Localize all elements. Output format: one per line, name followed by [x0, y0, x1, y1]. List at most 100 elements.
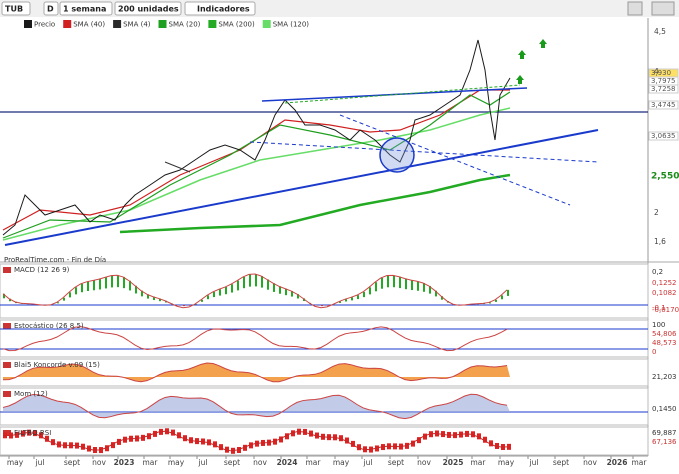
time-label: sept — [224, 458, 240, 467]
panel-label: 21,203 — [652, 373, 677, 381]
panel-icon — [3, 391, 11, 397]
histogram-bar — [411, 280, 413, 290]
price-tick: 2 — [654, 208, 659, 217]
histogram-bar — [63, 298, 65, 301]
panel-label: 0,1252 — [652, 279, 677, 287]
histogram-bar — [375, 282, 377, 291]
histogram-bar — [399, 277, 401, 288]
legend-swatch — [113, 20, 121, 28]
histogram-bar — [93, 280, 95, 290]
histogram-bar — [501, 295, 503, 299]
time-label: mar — [306, 458, 322, 467]
time-label: jul — [529, 458, 539, 467]
panel-icon — [3, 267, 11, 273]
panel-label: 67,136 — [652, 438, 677, 446]
histogram-bar — [231, 284, 233, 292]
histogram-bar — [363, 292, 365, 297]
histogram-bar — [507, 290, 509, 296]
icon[interactable] — [652, 2, 674, 15]
panel-icon — [3, 323, 11, 329]
panel-label: 0,2 — [652, 268, 663, 276]
panel-title: Estocástico (26 8 5) — [14, 322, 84, 330]
rsi-bar — [507, 444, 511, 450]
price-badge-label: 3,4745 — [651, 101, 676, 109]
histogram-bar — [243, 277, 245, 288]
histogram-bar — [321, 305, 323, 306]
histogram-bar — [111, 276, 113, 288]
time-label: may — [7, 458, 24, 467]
histogram-bar — [405, 279, 407, 290]
legend-label: SMA (20) — [169, 21, 201, 29]
histogram-bar — [219, 289, 221, 295]
price-badge-label: 3,7258 — [651, 85, 676, 93]
histogram-bar — [351, 297, 353, 300]
time-label: jul — [363, 458, 373, 467]
legend-label: Precio — [34, 21, 55, 29]
histogram-bar — [207, 295, 209, 299]
histogram-bar — [75, 287, 77, 294]
histogram-bar — [381, 278, 383, 289]
time-label: nov — [583, 458, 597, 467]
histogram-bar — [261, 276, 263, 288]
histogram-bar — [69, 292, 71, 297]
legend-swatch — [24, 20, 32, 28]
legend-label: SMA (40) — [73, 21, 105, 29]
histogram-bar — [387, 275, 389, 287]
time-label: 2023 — [114, 458, 135, 467]
toolbar-label: D — [47, 5, 54, 14]
panel-label: 0 — [652, 348, 656, 356]
price-badge-label: 3,930 — [651, 69, 671, 77]
time-label: jul — [198, 458, 208, 467]
legend-swatch — [159, 20, 167, 28]
panel-title: Blai5 Koncorde v.09 (15) — [14, 361, 100, 369]
time-label: mar — [471, 458, 487, 467]
legend-swatch — [263, 20, 271, 28]
price-tick: 1,6 — [654, 237, 666, 246]
histogram-bar — [81, 284, 83, 293]
icon[interactable] — [628, 2, 642, 15]
time-label: nov — [92, 458, 106, 467]
time-label: may — [498, 458, 515, 467]
histogram-bar — [369, 287, 371, 294]
panel-title: FILTRO RSI — [14, 429, 51, 437]
panel-label: 54,806 — [652, 330, 677, 338]
histogram-bar — [183, 305, 185, 306]
time-label: 2024 — [277, 458, 298, 467]
time-label: sept — [388, 458, 404, 467]
histogram-bar — [249, 274, 251, 286]
time-label: jul — [35, 458, 45, 467]
panel-title: MACD (12 26 9) — [14, 266, 70, 274]
price-tick: 4,5 — [654, 27, 666, 36]
panel-label: 0,1450 — [652, 405, 677, 413]
histogram-bar — [117, 275, 119, 287]
panel-title: Mom (12) — [14, 390, 48, 398]
time-label: mar — [143, 458, 159, 467]
time-label: may — [168, 458, 185, 467]
histogram-bar — [393, 275, 395, 287]
panel-label: 100 — [652, 321, 665, 329]
toolbar-label: TUB — [5, 5, 23, 14]
legend-swatch — [63, 20, 71, 28]
histogram-bar — [87, 282, 89, 291]
price-badge-label: 3,0635 — [651, 132, 676, 140]
histogram-bar — [357, 295, 359, 299]
toolbar-label: 200 unidades — [118, 5, 179, 14]
legend-label: SMA (200) — [218, 21, 255, 29]
legend-label: SMA (120) — [273, 21, 310, 29]
histogram-bar — [105, 277, 107, 288]
histogram-bar — [417, 281, 419, 290]
panel-icon — [3, 362, 11, 368]
histogram-bar — [213, 292, 215, 297]
histogram-bar — [123, 277, 125, 288]
highlight-circle — [380, 138, 414, 172]
panel-label: 0,1082 — [652, 289, 677, 297]
histogram-bar — [99, 279, 101, 289]
time-label: may — [333, 458, 350, 467]
histogram-bar — [315, 305, 317, 306]
time-label: mar — [632, 458, 648, 467]
panel-label: -0,0170 — [652, 306, 679, 314]
time-label: sept — [553, 458, 569, 467]
panel-label: 69,887 — [652, 429, 677, 437]
histogram-bar — [255, 274, 257, 286]
toolbar-label: Indicadores — [197, 5, 250, 14]
